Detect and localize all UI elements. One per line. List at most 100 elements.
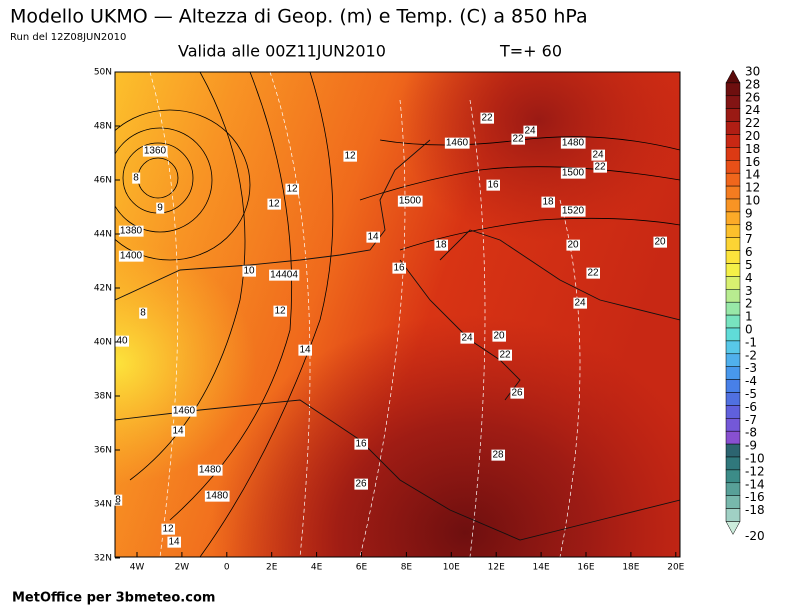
lon-label: 18E <box>622 563 639 573</box>
colorbar-label: 0 <box>745 323 753 337</box>
contour-label-box <box>171 405 197 417</box>
colorbar-box <box>725 224 741 238</box>
contour-label: 26 <box>511 388 523 399</box>
colorbar-box <box>725 469 741 484</box>
contour-label: 1460 <box>446 138 469 149</box>
colorbar-label: -12 <box>745 464 765 478</box>
colorbar-box <box>725 482 741 496</box>
contour-label: 26 <box>355 479 367 490</box>
lat-label: 38N <box>94 392 112 402</box>
colorbar-label: 5 <box>745 258 753 272</box>
colorbar-label: 6 <box>745 245 753 259</box>
lat-label: 36N <box>94 446 112 456</box>
colorbar-box <box>725 366 741 380</box>
colorbar-box <box>725 263 741 277</box>
contour-label: 8 <box>133 173 139 184</box>
colorbar-label: -9 <box>745 439 757 453</box>
colorbar-label: -6 <box>745 400 757 414</box>
contour-label: 22 <box>481 113 493 124</box>
contour-label: 24 <box>592 150 604 161</box>
colorbar-label: -1 <box>745 335 757 349</box>
colorbar-label: 18 <box>745 142 760 156</box>
contour-label: 20 <box>654 237 666 248</box>
colorbar-box <box>725 327 741 342</box>
colorbar-label: 4 <box>745 271 753 285</box>
colorbar-box <box>725 185 741 200</box>
colorbar-box <box>725 508 741 522</box>
lat-label: 44N <box>94 230 112 240</box>
contour-label: 1480 <box>206 491 229 502</box>
contour-label: 1480 <box>199 465 222 476</box>
lat-label: 34N <box>94 500 112 510</box>
contour-label-box <box>511 133 525 145</box>
colorbar-label: 1 <box>745 310 753 324</box>
colorbar-box <box>725 198 741 213</box>
contour-label-box <box>573 297 587 309</box>
contour-label-box <box>273 305 287 317</box>
contour-label: 18 <box>542 197 554 208</box>
lon-label: 2E <box>266 563 278 573</box>
colorbar-box <box>725 172 741 187</box>
contour-label-box <box>115 335 129 347</box>
contour-label-box <box>392 262 406 274</box>
lon-label: 4W <box>130 563 145 573</box>
contour-label: 14 <box>299 345 311 356</box>
contour-label: 12 <box>162 524 174 535</box>
colorbar-box <box>725 392 741 406</box>
contour-label-box <box>285 183 299 195</box>
contour-label: 1400 <box>120 251 143 262</box>
colorbar-label: -10 <box>745 452 765 466</box>
colorbar-label: -7 <box>745 413 757 427</box>
colorbar-label: 28 <box>745 77 760 91</box>
lat-label: 48N <box>94 122 112 132</box>
lat-label: 42N <box>94 284 112 294</box>
colorbar-box <box>725 314 741 329</box>
lon-label: 6E <box>356 563 368 573</box>
colorbar-box <box>725 418 741 432</box>
colorbar-label: 30 <box>745 65 760 79</box>
contour-label-box <box>560 205 586 217</box>
contour-label: 24 <box>461 333 473 344</box>
contour-label: 28 <box>492 450 504 461</box>
contour-label-box <box>480 112 494 124</box>
colorbar-label: 12 <box>745 181 760 195</box>
colorbar-box <box>725 95 741 109</box>
colorbar-box <box>725 405 741 419</box>
lon-label: 20E <box>667 563 684 573</box>
contour-label-box <box>366 231 380 243</box>
contour-label: 22 <box>587 268 599 279</box>
contour-label-box <box>444 137 470 149</box>
contour-label-box <box>142 145 168 157</box>
contour-label-box <box>491 449 505 461</box>
contour-label-box <box>118 225 144 237</box>
contour-label: 18 <box>435 240 447 251</box>
colorbar-label: -3 <box>745 361 757 375</box>
contour-label-box <box>354 438 368 450</box>
colorbar-label: -4 <box>745 374 757 388</box>
contour-label: 16 <box>487 180 499 191</box>
lat-label: 50N <box>94 68 112 78</box>
colorbar-label: 24 <box>745 103 760 117</box>
contour-label: 1500 <box>562 168 585 179</box>
colorbar-label: 8 <box>745 219 753 233</box>
colorbar-label: 14 <box>745 168 760 182</box>
contour-label: 16 <box>393 263 405 274</box>
colorbar-box <box>725 82 741 97</box>
contour-label-box <box>167 536 181 548</box>
contour-label-box <box>586 267 600 279</box>
colorbar-label: 7 <box>745 232 753 246</box>
lat-label: 32N <box>94 554 112 564</box>
lon-label: 0 <box>224 563 230 573</box>
contour-label-box <box>566 239 580 251</box>
colorbar-cap <box>725 69 741 84</box>
contour-label-box <box>139 307 148 319</box>
contour-label-box <box>197 464 223 476</box>
lon-label: 14E <box>533 563 550 573</box>
colorbar-box <box>725 340 741 355</box>
colorbar-box <box>725 147 741 161</box>
contour-label-box <box>486 179 500 191</box>
contour-label-box <box>161 523 175 535</box>
contour-label-box <box>560 137 586 149</box>
colorbar-label: -20 <box>745 529 765 543</box>
